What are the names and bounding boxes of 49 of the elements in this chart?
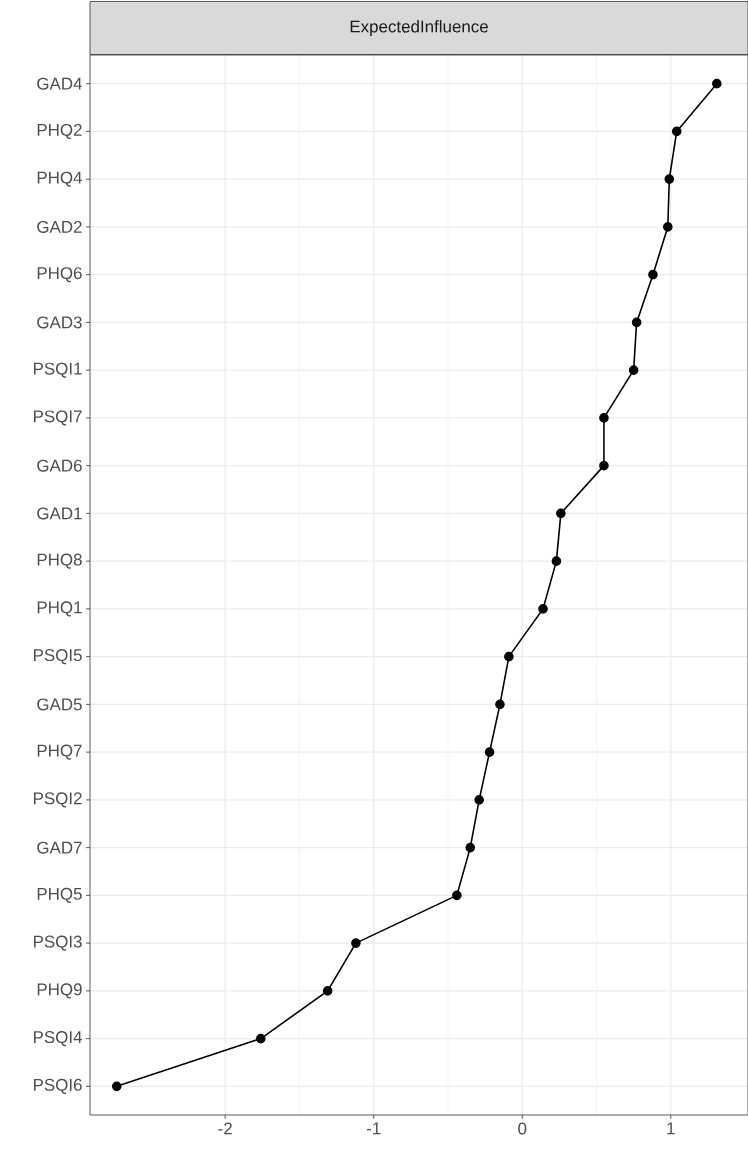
- y-tick-label: PHQ2: [37, 123, 82, 139]
- point: [256, 1033, 266, 1044]
- point: [628, 365, 639, 375]
- x-tick-label: 0: [518, 1122, 527, 1135]
- point: [452, 890, 462, 901]
- point: [599, 460, 609, 471]
- point: [111, 1081, 122, 1092]
- y-tick-label: PSQI3: [33, 935, 82, 951]
- point: [322, 986, 333, 996]
- point: [484, 747, 495, 757]
- point: [495, 699, 505, 710]
- x-tick-label: -2: [218, 1122, 232, 1135]
- point: [551, 556, 562, 566]
- y-tick-label: PSQI5: [33, 649, 82, 665]
- y-tick-label: PSQI7: [33, 410, 82, 426]
- point: [599, 413, 609, 423]
- point: [465, 842, 476, 853]
- y-tick-label: PHQ6: [37, 267, 82, 283]
- y-tick-label: PSQI6: [33, 1078, 82, 1094]
- point: [504, 651, 514, 662]
- y-tick-label: GAD1: [37, 507, 82, 520]
- y-tick-label: PHQ1: [37, 601, 82, 617]
- y-tick-label: PHQ5: [37, 887, 82, 903]
- y-tick-label: GAD5: [37, 698, 82, 711]
- chart-title: ExpectedInfluence: [350, 20, 488, 36]
- x-tick-label: -1: [366, 1122, 381, 1135]
- point: [664, 174, 675, 184]
- x-tick-label: 1: [667, 1122, 675, 1135]
- y-tick-label: PHQ9: [37, 983, 82, 999]
- point: [474, 795, 484, 805]
- y-tick-label: PHQ7: [37, 744, 82, 760]
- y-tick-label: PSQI2: [33, 792, 82, 808]
- point: [631, 317, 642, 328]
- y-tick-label: GAD7: [37, 841, 82, 854]
- y-tick-label: PSQI1: [33, 362, 82, 378]
- y-tick-label: PHQ8: [37, 553, 82, 569]
- y-tick-label: GAD4: [37, 77, 82, 90]
- point: [648, 269, 658, 280]
- point: [351, 938, 361, 948]
- point: [712, 78, 722, 89]
- point: [556, 508, 566, 519]
- point: [663, 222, 673, 232]
- y-tick-label: PHQ4: [37, 171, 82, 187]
- point: [538, 604, 548, 614]
- y-tick-label: PSQI4: [33, 1031, 82, 1047]
- y-tick-label: GAD3: [37, 316, 82, 329]
- y-tick-label: GAD6: [37, 459, 82, 472]
- point: [671, 126, 682, 137]
- y-tick-label: GAD2: [37, 220, 82, 233]
